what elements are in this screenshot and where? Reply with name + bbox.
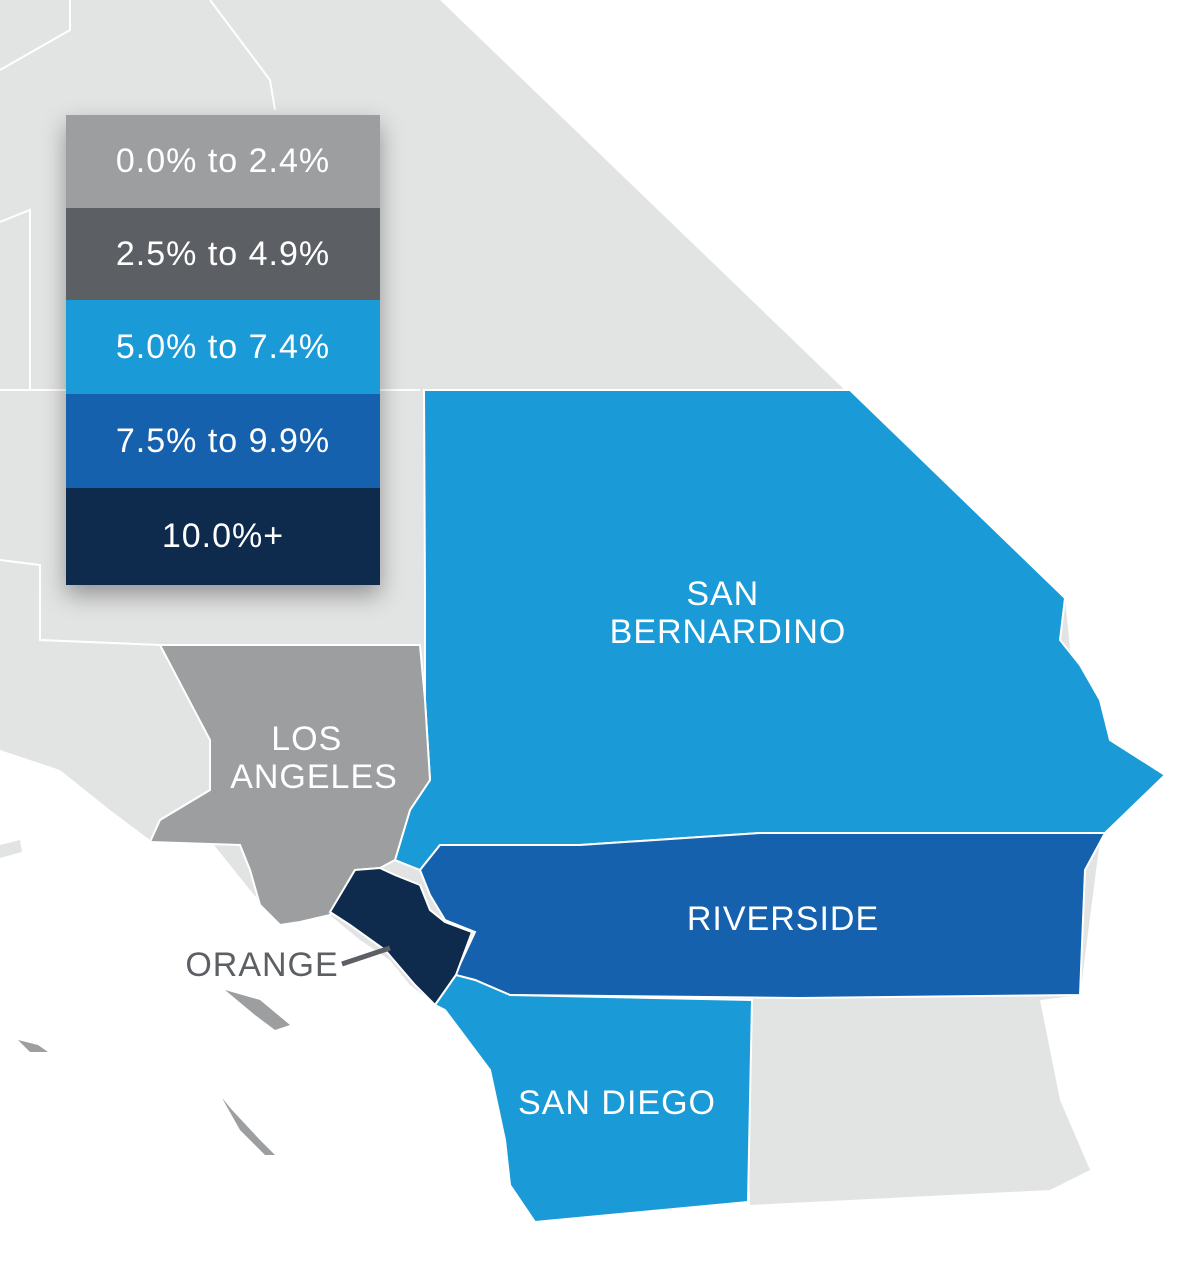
label-riverside: RIVERSIDE [687, 900, 879, 938]
island-small [0, 840, 22, 858]
legend: 0.0% to 2.4% 2.5% to 4.9% 5.0% to 7.4% 7… [66, 115, 380, 585]
legend-item-0-to-2-4: 0.0% to 2.4% [66, 115, 380, 208]
legend-item-5-to-7-4: 5.0% to 7.4% [66, 300, 380, 394]
label-san-bernardino: SAN BERNARDINO [610, 575, 847, 651]
orange-leader-line [341, 945, 391, 967]
label-orange: ORANGE [185, 946, 338, 984]
legend-item-7-5-to-9-9: 7.5% to 9.9% [66, 394, 380, 488]
county-riverside[interactable] [418, 832, 1107, 1000]
county-san-diego[interactable] [433, 973, 754, 1224]
legend-item-10-plus: 10.0%+ [66, 488, 380, 585]
channel-islands [18, 990, 290, 1155]
label-san-diego: SAN DIEGO [518, 1084, 716, 1122]
county-los-angeles[interactable] [148, 644, 432, 927]
legend-item-2-5-to-4-9: 2.5% to 4.9% [66, 208, 380, 300]
label-los-angeles: LOS ANGELES [230, 720, 398, 796]
county-orange[interactable] [328, 866, 474, 1007]
